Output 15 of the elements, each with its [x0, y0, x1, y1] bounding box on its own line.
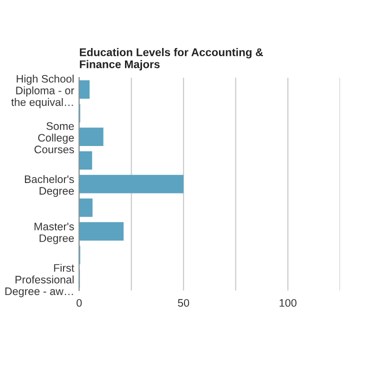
bar — [79, 222, 124, 241]
x-tick-label: 0 — [76, 299, 82, 307]
y-tick-label: Master's Degree — [34, 222, 74, 244]
x-tick-label: 100 — [280, 299, 296, 307]
bar — [79, 174, 184, 194]
chart-title: Education Levels for Accounting & Finance Majors — [80, 48, 264, 70]
bar — [79, 128, 104, 146]
bar — [79, 198, 93, 217]
bar — [79, 151, 92, 170]
y-tick-label: Bachelor's Degree — [24, 175, 74, 197]
y-tick-label: Some College Courses — [34, 122, 74, 154]
bar — [79, 80, 90, 99]
x-tick-label: 50 — [178, 299, 190, 307]
y-tick-label: High School Diploma - or the equival… — [11, 74, 74, 108]
y-tick-label: First Professional Degree - aw… — [5, 264, 74, 298]
